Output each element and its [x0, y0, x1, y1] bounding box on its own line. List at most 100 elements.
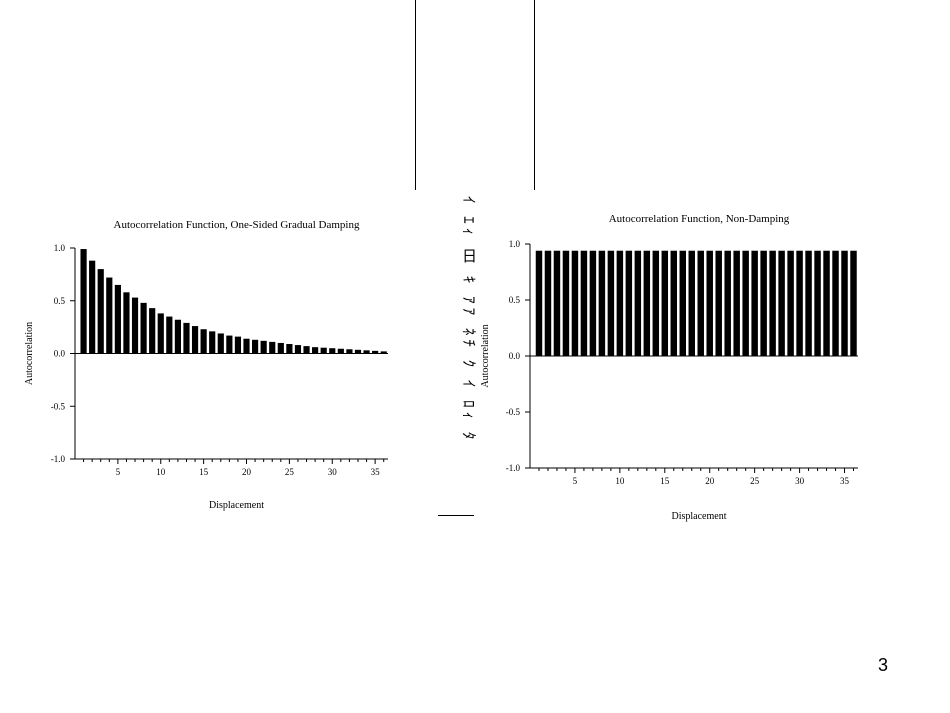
- acf-bar: [277, 342, 284, 354]
- acf-bar: [850, 250, 857, 356]
- x-axis-label: Displacement: [209, 500, 264, 511]
- acf-bar: [823, 250, 830, 356]
- acf-bar: [200, 329, 207, 354]
- x-tick-label: 25: [285, 467, 295, 477]
- y-tick-label: 1.0: [54, 243, 66, 253]
- x-tick-label: 30: [328, 467, 338, 477]
- acf-bar: [607, 250, 615, 356]
- acf-bar: [652, 250, 660, 356]
- acf-bar: [140, 302, 147, 354]
- acf-bar: [724, 250, 731, 356]
- x-tick-label: 35: [840, 476, 850, 486]
- acf-bar: [294, 345, 302, 354]
- acf-bar: [372, 350, 379, 354]
- acf-bar: [742, 250, 749, 356]
- acf-bar: [337, 348, 344, 354]
- acf-bar: [234, 336, 242, 354]
- acf-bar: [535, 250, 543, 356]
- acf-bar: [580, 250, 588, 356]
- acf-bar: [679, 250, 687, 356]
- acf-bar: [751, 250, 758, 356]
- acf-bar: [346, 349, 353, 354]
- acf-bar: [157, 313, 164, 354]
- acf-chart-gradual-damping: Autocorrelation Function, One-Sided Grad…: [24, 219, 388, 511]
- acf-bar: [643, 250, 651, 356]
- acf-bar: [661, 250, 669, 356]
- y-tick-label: 0.5: [54, 296, 66, 306]
- acf-bar: [634, 250, 642, 356]
- acf-bar: [80, 249, 87, 354]
- acf-bar: [760, 250, 767, 356]
- acf-bar: [260, 340, 267, 354]
- acf-bar: [303, 346, 310, 354]
- acf-bar: [787, 250, 794, 356]
- acf-bar: [571, 250, 579, 356]
- acf-bar: [688, 250, 695, 356]
- y-axis-label: Autocorrelation: [480, 324, 491, 387]
- acf-bar: [544, 250, 552, 356]
- acf-bar: [670, 250, 678, 356]
- x-tick-label: 25: [750, 476, 760, 486]
- acf-bar: [174, 319, 181, 354]
- divider-line-left: [415, 0, 416, 190]
- acf-bar: [769, 250, 776, 356]
- acf-bar: [616, 250, 624, 356]
- y-tick-label: -1.0: [506, 463, 521, 473]
- x-tick-label: 15: [199, 467, 209, 477]
- acf-bar: [131, 297, 139, 354]
- divider-line-right: [534, 0, 535, 190]
- acf-bar: [329, 348, 336, 354]
- acf-bar: [269, 341, 276, 354]
- x-tick-label: 5: [573, 476, 578, 486]
- vertical-caption-text: ｲ ｴｨ 日 ｷ ｱｱ ﾈﾁ ｸ ｲ ﾛｨ ﾀ: [460, 196, 478, 444]
- x-tick-label: 20: [705, 476, 715, 486]
- acf-bar: [209, 331, 216, 354]
- acf-bar: [286, 344, 293, 354]
- y-tick-label: -0.5: [506, 407, 521, 417]
- acf-bar: [805, 250, 812, 356]
- acf-bar: [363, 350, 370, 354]
- acf-bar: [106, 277, 113, 354]
- x-tick-label: 5: [116, 467, 121, 477]
- acf-bar: [217, 333, 224, 354]
- acf-bar: [625, 250, 633, 356]
- acf-bar: [706, 250, 713, 356]
- acf-bar: [553, 250, 561, 356]
- acf-bar: [715, 250, 722, 356]
- acf-bar: [778, 250, 785, 356]
- x-tick-label: 15: [660, 476, 670, 486]
- acf-bar: [697, 250, 704, 356]
- acf-bar: [166, 316, 173, 354]
- acf-bar: [226, 335, 233, 354]
- acf-bar: [832, 250, 839, 356]
- acf-bar: [814, 250, 821, 356]
- acf-bar: [796, 250, 803, 356]
- acf-bar: [598, 250, 606, 356]
- acf-bar: [380, 351, 387, 354]
- acf-chart-non-damping: Autocorrelation Function, Non-Damping 1.0…: [480, 213, 858, 522]
- divider-line-bottom: [438, 515, 474, 516]
- acf-bar: [243, 338, 250, 354]
- acf-bar: [114, 284, 121, 354]
- x-tick-label: 35: [371, 467, 381, 477]
- acf-bar: [97, 269, 104, 354]
- y-tick-label: -1.0: [51, 454, 66, 464]
- x-tick-label: 30: [795, 476, 805, 486]
- chart-title: Autocorrelation Function, One-Sided Grad…: [114, 219, 360, 231]
- y-tick-label: 0.0: [54, 349, 66, 359]
- acf-bar: [733, 250, 740, 356]
- acf-bar: [562, 250, 570, 356]
- acf-bar: [89, 260, 96, 354]
- chart-title: Autocorrelation Function, Non-Damping: [609, 213, 790, 225]
- y-tick-label: 0.5: [509, 295, 521, 305]
- y-tick-label: -0.5: [51, 401, 66, 411]
- acf-bar: [589, 250, 597, 356]
- page-number: 3: [878, 655, 889, 675]
- acf-bar: [191, 326, 199, 354]
- y-tick-label: 0.0: [509, 351, 521, 361]
- acf-bar: [354, 349, 362, 354]
- x-tick-label: 10: [615, 476, 625, 486]
- acf-bar: [123, 292, 130, 354]
- acf-bar: [312, 347, 319, 354]
- x-axis-label: Displacement: [672, 511, 727, 522]
